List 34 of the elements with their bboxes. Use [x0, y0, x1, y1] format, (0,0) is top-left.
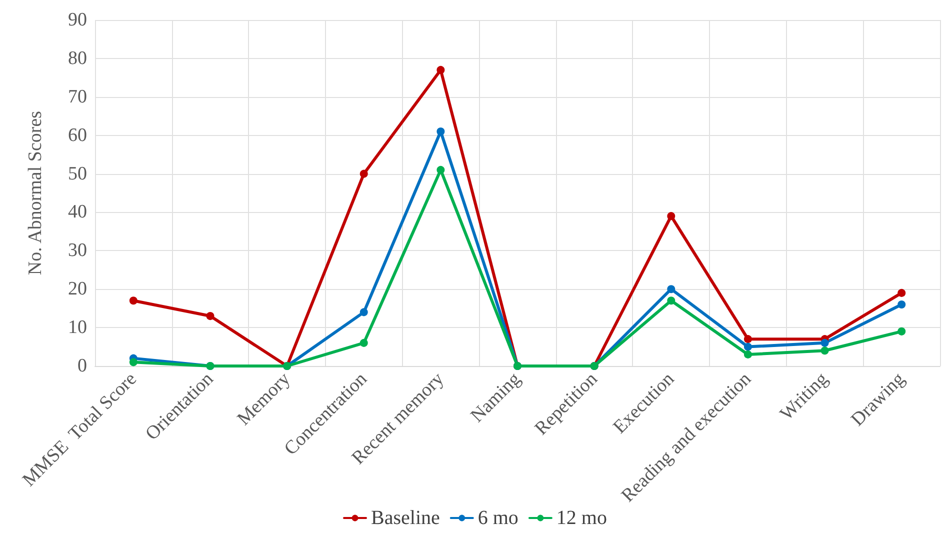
- y-tick-label: 90: [68, 10, 87, 30]
- point: [744, 342, 752, 351]
- point: [360, 308, 368, 316]
- point: [898, 327, 906, 336]
- point: [206, 312, 214, 320]
- point: [898, 300, 906, 308]
- point: [898, 288, 906, 297]
- y-tick-label: 0: [78, 356, 87, 376]
- point: [667, 212, 676, 220]
- legend-label: Baseline: [371, 507, 440, 529]
- y-axis-title: No. Abnormal Scores: [25, 110, 46, 276]
- point: [129, 358, 138, 366]
- point: [744, 335, 752, 344]
- point: [129, 296, 138, 305]
- y-tick-label: 10: [68, 317, 87, 338]
- point: [820, 346, 829, 355]
- y-tick-label: 70: [68, 86, 87, 108]
- point: [436, 166, 445, 174]
- legend-label: 12 mo: [556, 507, 607, 529]
- point: [360, 170, 368, 178]
- y-tick-label: 60: [68, 124, 87, 146]
- legend-label: 6 mo: [478, 507, 518, 529]
- point: [744, 350, 752, 358]
- point: [436, 66, 445, 74]
- y-tick-label: 40: [68, 202, 87, 223]
- y-tick-label: 50: [68, 163, 87, 184]
- y-tick-label: 20: [68, 278, 87, 300]
- point: [667, 296, 676, 305]
- point: [820, 338, 829, 347]
- y-tick-label: 30: [68, 240, 87, 262]
- point: [667, 285, 676, 294]
- y-tick-label: 80: [68, 48, 87, 69]
- point: [436, 127, 445, 136]
- point: [360, 338, 368, 347]
